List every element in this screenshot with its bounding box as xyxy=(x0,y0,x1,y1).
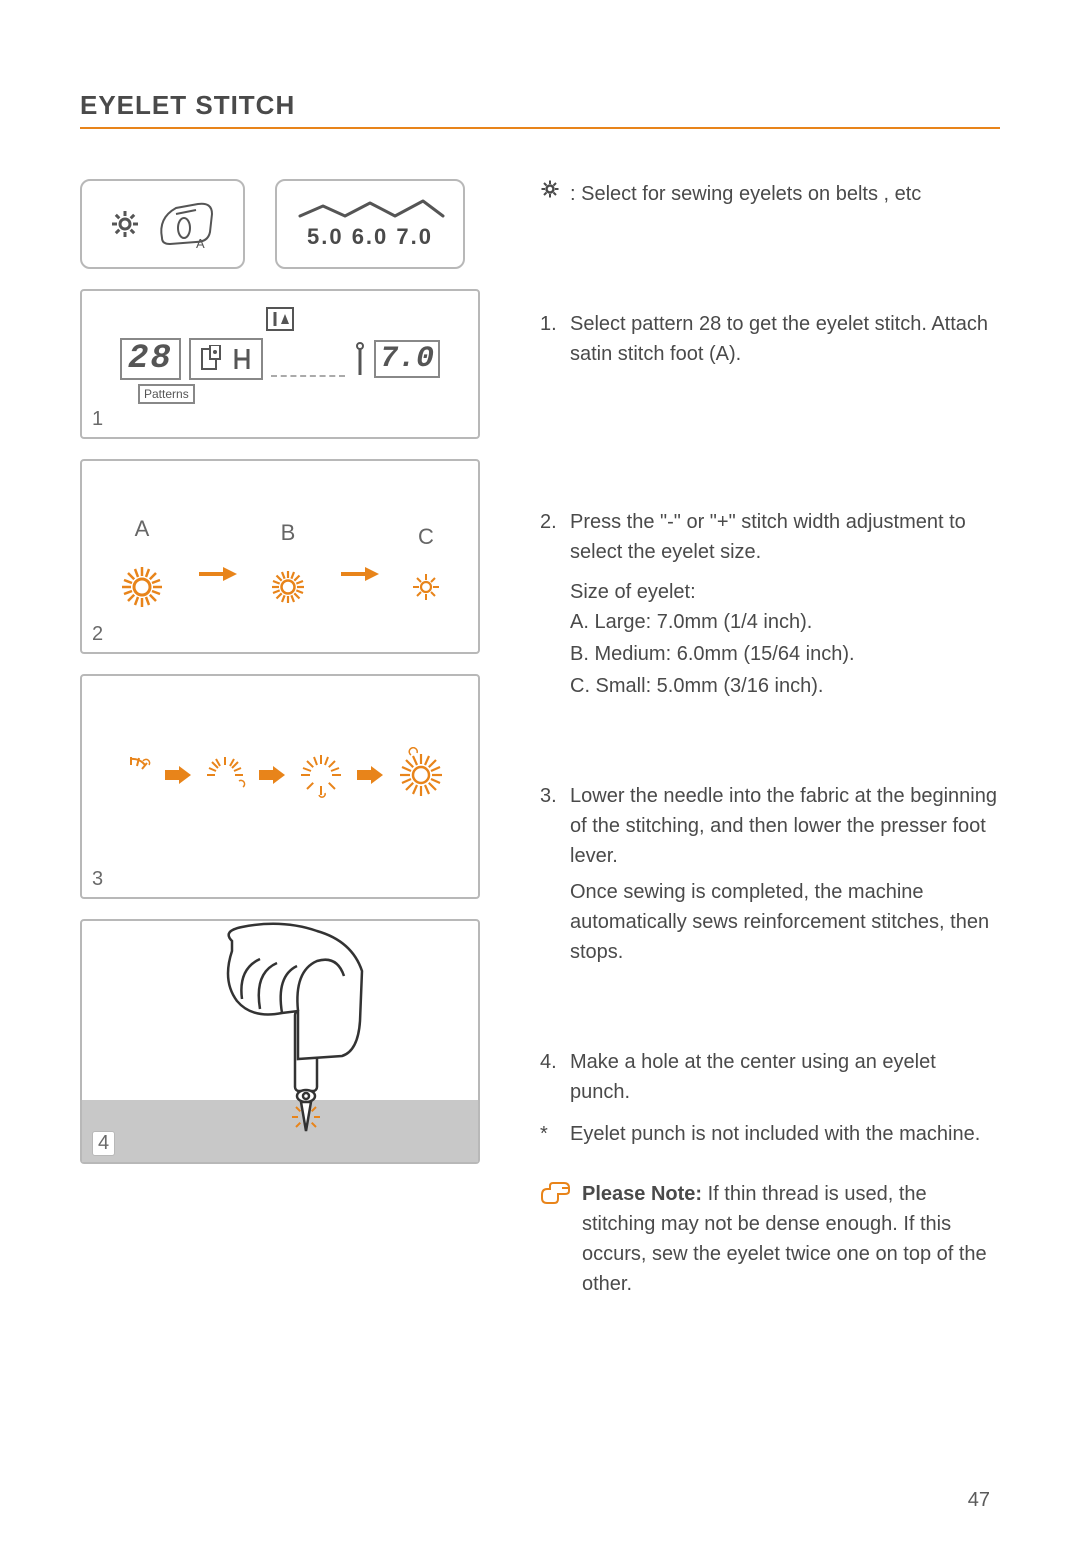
patterns-label: Patterns xyxy=(138,384,195,404)
eyelet-small-icon xyxy=(409,570,443,604)
step-2-number: 2. xyxy=(540,507,570,703)
step-4-text: Make a hole at the center using an eyele… xyxy=(570,1047,1000,1107)
step-2-size-c: C. Small: 5.0mm (3/16 inch). xyxy=(570,671,1000,701)
top-selector-row: A 5.0 6.0 7.0 xyxy=(80,179,480,269)
width-value-display: 7.0 xyxy=(374,340,440,378)
eyelet-stitch-icon xyxy=(108,207,142,241)
presser-foot-icon: A xyxy=(156,198,218,250)
step-1-text: Select pattern 28 to get the eyelet stit… xyxy=(570,309,1000,369)
figure-1: 28 7.0 Patterns 1 xyxy=(80,289,480,439)
pattern-number-display: 28 xyxy=(120,338,181,380)
step-3-text-a: Lower the needle into the fabric at the … xyxy=(570,781,1000,871)
arrow-right-icon xyxy=(197,564,237,584)
figure-4: 4 xyxy=(80,919,480,1164)
pointing-hand-icon xyxy=(540,1181,570,1214)
eyelet-stage-3-icon xyxy=(295,749,347,801)
figure-number-2: 2 xyxy=(92,623,103,646)
step-4-note: Eyelet punch is not included with the ma… xyxy=(570,1119,1000,1149)
content: A 5.0 6.0 7.0 xyxy=(80,179,1000,1299)
please-note-text: Please Note: If thin thread is used, the… xyxy=(582,1179,1000,1299)
page-number: 47 xyxy=(968,1489,990,1512)
figure-number-1: 1 xyxy=(92,408,103,431)
step-3-number: 3. xyxy=(540,781,570,967)
step-1-number: 1. xyxy=(540,309,570,369)
page-title: EYELET STITCH xyxy=(80,90,1000,129)
arrow-right-icon xyxy=(357,766,383,784)
eyelet-stage-4-icon xyxy=(393,747,449,803)
eyelet-medium-icon xyxy=(267,566,309,608)
fig2-label-b: B xyxy=(267,520,309,546)
step-2-size-header: Size of eyelet: xyxy=(570,577,1000,607)
sizes-box: 5.0 6.0 7.0 xyxy=(275,179,465,269)
sizes-text: 5.0 6.0 7.0 xyxy=(307,224,433,250)
arrow-right-icon xyxy=(165,766,191,784)
step-4-asterisk: * xyxy=(540,1119,570,1149)
figure-number-4: 4 xyxy=(92,1131,115,1156)
figures-column: A 5.0 6.0 7.0 xyxy=(80,179,480,1299)
needle-up-icon xyxy=(265,306,295,332)
eyelet-stage-1-icon xyxy=(111,753,155,797)
step-2-size-a: A. Large: 7.0mm (1/4 inch). xyxy=(570,607,1000,637)
figure-number-3: 3 xyxy=(92,868,103,891)
intro-text: : Select for sewing eyelets on belts , e… xyxy=(570,179,921,209)
instructions-column: : Select for sewing eyelets on belts , e… xyxy=(540,179,1000,1299)
needle-small-icon xyxy=(353,339,366,379)
arrow-right-icon xyxy=(339,564,379,584)
eyelet-stitch-icon xyxy=(540,179,560,199)
zigzag-icon xyxy=(295,198,445,222)
step-4-number: 4. xyxy=(540,1047,570,1107)
step-2-size-b: B. Medium: 6.0mm (15/64 inch). xyxy=(570,639,1000,669)
please-note-row: Please Note: If thin thread is used, the… xyxy=(540,1179,1000,1299)
eyelet-stage-2-icon xyxy=(201,751,249,799)
fig2-label-c: C xyxy=(409,524,443,550)
eyelet-large-icon xyxy=(117,562,167,612)
step-3-text-b: Once sewing is completed, the machine au… xyxy=(570,877,1000,967)
hand-punch-illustration xyxy=(82,921,478,1162)
figure-2: A xyxy=(80,459,480,654)
fig2-label-a: A xyxy=(117,516,167,542)
step-2-text: Press the "-" or "+" stitch width adjust… xyxy=(570,507,1000,567)
arrow-right-icon xyxy=(259,766,285,784)
svg-text:A: A xyxy=(196,236,205,250)
intro-row: : Select for sewing eyelets on belts , e… xyxy=(540,179,1000,209)
please-note-label: Please Note: xyxy=(582,1183,702,1205)
figure-3: 3 xyxy=(80,674,480,899)
stitch-and-foot-box: A xyxy=(80,179,245,269)
panel-mid-icons xyxy=(189,338,264,380)
